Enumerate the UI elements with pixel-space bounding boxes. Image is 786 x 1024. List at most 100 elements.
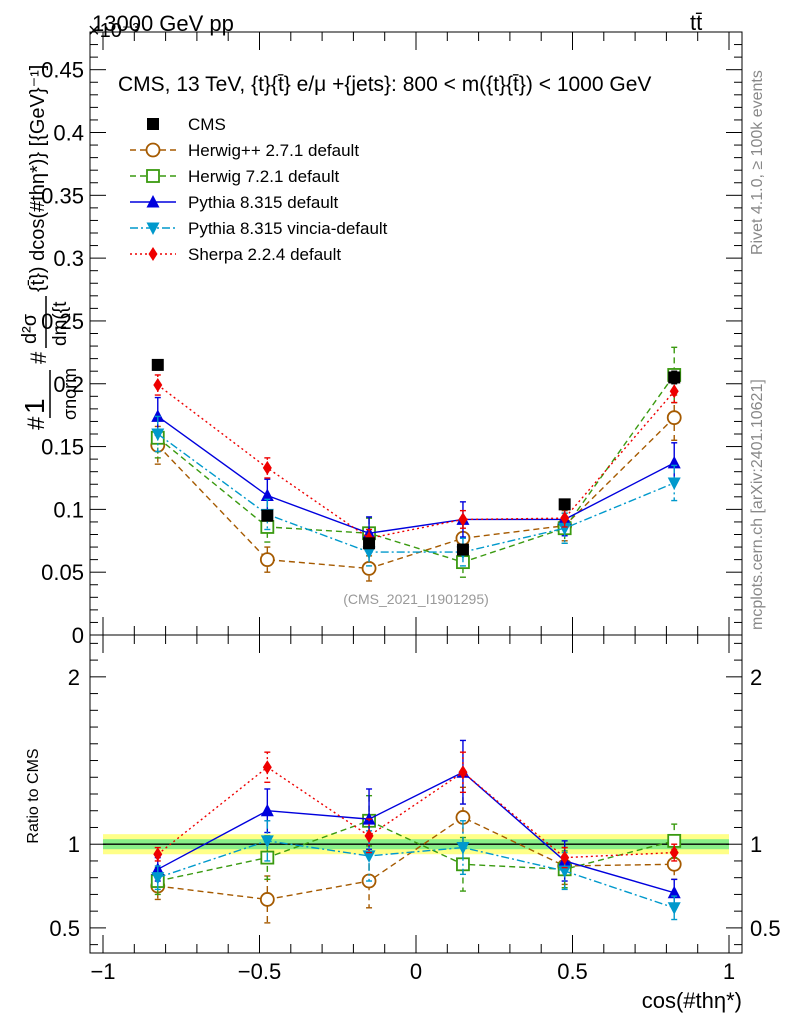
main-series-herwigpp [150,394,682,582]
main-line-herwigpp [157,417,675,570]
legend-marker-pythia [146,195,160,208]
legend-label-herwigpp: Herwig++ 2.7.1 default [188,141,359,160]
main-line-pythia [157,415,675,534]
ratio-series-herwigpp [150,786,682,924]
ratio-y-axis-label: Ratio to CMS [25,748,42,843]
ylabel-sigma-norm: σnorm [60,368,80,420]
main-point-vincia [667,477,681,490]
main-line-sherpa [157,384,675,540]
ratio-line-herwigpp [157,816,675,901]
main-point-vincia [151,428,165,441]
ratio-point-vincia [558,865,572,878]
main-y-axis: 0 0.05 0.1 0.15 0.2 0.25 0.3 0.35 0.4 0.45 [41,31,742,648]
legend-label-vincia: Pythia 8.315 vincia-default [188,219,388,238]
main-series-pythia [151,396,681,551]
legend-marker-herwig7 [146,169,160,183]
legend-marker-cms [147,118,159,130]
main-point-cms [558,498,571,511]
rivet-version-label: Rivet 4.1.0, ≥ 100k events [749,70,766,255]
ratio-y-tick-label: 1 [68,832,80,857]
ylabel-rest: {t̄}) dcos(#thη*)} [{GeV}⁻¹] [27,65,49,292]
main-y-tick-label: 0.25 [41,309,84,334]
main-y-tick-label: 0.45 [41,58,84,83]
main-point-vincia [558,522,572,536]
main-point-pythia [667,455,681,469]
legend-label-pythia: Pythia 8.315 default [188,193,339,212]
main-point-sherpa [153,378,163,393]
ratio-x-axis: −1 −0.5 0 0.5 1 [90,635,735,984]
main-point-vincia [362,546,376,560]
ratio-point-pythia [362,812,376,825]
main-y-tick-label: 0.35 [41,183,84,208]
ratio-point-sherpa [364,828,374,843]
ratio-point-sherpa [262,760,272,775]
legend-label-herwig7: Herwig 7.2.1 default [188,167,339,186]
main-y-tick-label: 0.3 [53,246,84,271]
main-series-cms [151,358,681,556]
x-tick-label: −1 [90,959,115,984]
main-point-herwigpp [666,410,682,426]
ratio-point-vincia [362,850,376,863]
main-y-tick-label: 0.15 [41,435,84,460]
ratio-point-sherpa [458,765,468,780]
process-label: tt̄ [690,10,702,35]
x-tick-label: −0.5 [238,959,281,984]
ylabel-hash2: # [26,351,51,364]
ylabel-dsigma: d²σ [19,313,41,344]
main-point-cms [668,371,681,384]
ylabel-one: 1 [19,398,50,414]
main-y-tick-label: 0.2 [53,372,84,397]
legend-marker-vincia [146,222,160,235]
main-point-herwigpp [361,561,377,576]
x-axis-label: cos(#thη*) [642,988,742,1013]
ratio-point-vincia [667,902,681,915]
legend-marker-herwigpp [145,142,161,158]
exponent-label: ×10⁻³ [88,20,139,42]
ratio-series-sherpa [153,751,679,869]
legend-label-cms: CMS [188,115,226,134]
ratio-point-sherpa [560,850,570,865]
main-point-pythia [151,409,165,422]
main-y-tick-label: 0.05 [41,560,84,585]
main-point-sherpa [262,460,272,475]
main-point-herwigpp [259,552,275,568]
ratio-uncertainty-band [103,834,729,855]
main-line-herwig7 [157,374,675,563]
main-y-tick-label: 0.1 [53,497,84,522]
x-tick-label: 1 [723,959,735,984]
ylabel-dm: dm({t [50,301,71,346]
main-point-cms [456,543,469,556]
ratio-series-pythia [151,739,681,907]
legend: CMS Herwig++ 2.7.1 default Herwig 7.2.1 de… [130,115,388,264]
ratio-y-tick-label-right: 2 [750,665,762,690]
ratio-y-axis: 0.5 0.5 1 1 2 2 [49,642,781,946]
main-line-vincia [157,433,675,553]
ratio-y-tick-label-right: 0.5 [750,916,781,941]
main-series-group [150,346,682,582]
main-point-cms [151,358,164,371]
legend-marker-sherpa [148,247,158,261]
mcplots-label: mcplots.cern.ch [arXiv:2401.10621] [749,379,766,630]
main-point-pythia [260,488,274,502]
ratio-series-group [150,739,682,924]
ratio-plot-frame [89,634,743,954]
ratio-line-vincia [157,840,675,909]
ratio-point-vincia [456,842,470,855]
analysis-watermark: (CMS_2021_I1901295) [343,591,489,607]
ratio-point-vincia [151,872,165,885]
ratio-line-herwig7 [157,820,675,882]
plot-title: CMS, 13 TeV, {t}{t̄} e/μ +{jets}: 800 < … [118,73,651,96]
main-x-ticks [102,32,730,635]
ratio-point-herwigpp [259,892,275,907]
main-point-sherpa [560,511,570,526]
ratio-point-vincia [260,835,274,848]
main-y-tick-label: 0.4 [53,121,84,146]
main-series-sherpa [153,374,679,548]
ratio-y-tick-label: 0.5 [49,916,80,941]
main-y-tick-label: 0 [72,623,84,648]
main-series-vincia [151,415,681,567]
main-point-cms [261,509,274,522]
main-point-sherpa [458,512,468,527]
x-tick-label: 0.5 [557,959,588,984]
